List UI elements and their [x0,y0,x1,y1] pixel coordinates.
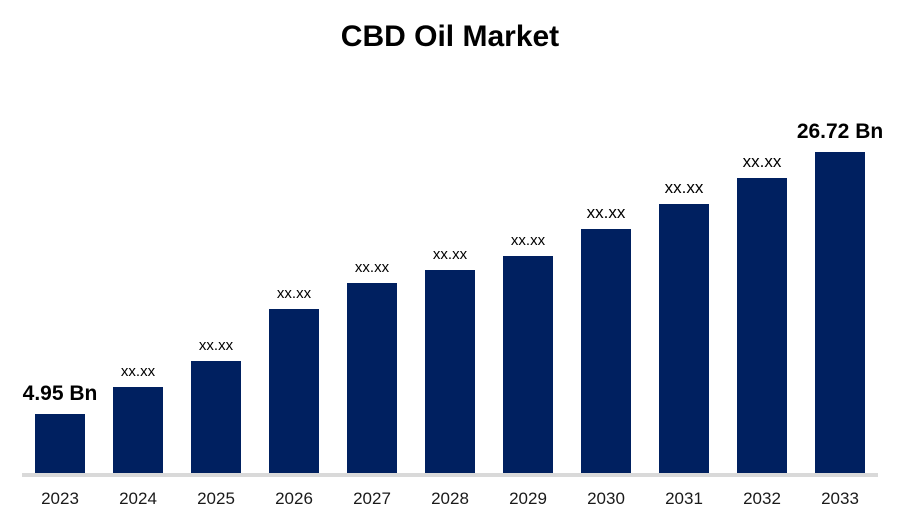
x-axis-tick-label: 2029 [509,489,547,508]
bar-value-label: xx.xx [664,178,704,197]
x-axis-tick-label: 2026 [275,489,313,508]
bar [269,309,319,473]
bar-value-label: xx.xx [354,259,390,276]
bar-value-label: 4.95 Bn [22,382,98,405]
bar-value-label: xx.xx [276,285,312,302]
bar-column: xx.xx [411,247,489,473]
x-axis-line [22,473,878,477]
x-axis-labels: 2023 2024 2025 2026 2027 2028 2029 2030 2031 2032… [21,489,879,509]
bar-value-label: xx.xx [432,246,468,263]
bar-column: xx.xx [489,233,567,473]
x-axis-tick-label: 2027 [353,489,391,508]
bar-column: xx.xx [255,286,333,473]
bar-column: 4.95 Bn [21,383,99,473]
chart-title: CBD Oil Market [340,20,560,53]
bar [581,229,631,473]
bar-column: xx.xx [177,338,255,473]
bar [191,361,241,473]
bar-value-label: xx.xx [586,203,626,222]
bar [113,387,163,473]
x-axis-tick-label: 2030 [587,489,625,508]
x-axis-tick-label: 2032 [743,489,781,508]
bar-value-label: 26.72 Bn [796,120,884,143]
x-axis-tick-label: 2028 [431,489,469,508]
bar-column: xx.xx [333,260,411,473]
bar [503,256,553,473]
bar-column: 26.72 Bn [797,121,883,473]
bar [737,178,787,473]
bar [815,152,865,473]
bar-value-label: xx.xx [742,152,782,171]
x-axis-tick-label: 2023 [41,489,79,508]
bar-column: xx.xx [645,179,723,473]
x-axis-tick-label: 2033 [821,489,859,508]
x-axis-tick-label: 2025 [197,489,235,508]
x-axis-tick-label: 2024 [119,489,157,508]
bars: 4.95 Bn xx.xx xx.xx xx.xx xx.xx xx.xx xx.xx xx.… [21,80,883,473]
bar-value-label: xx.xx [120,363,156,380]
x-axis-tick-label: 2031 [665,489,703,508]
bar-value-label: xx.xx [510,232,546,249]
bar-column: xx.xx [99,364,177,473]
bar-column: xx.xx [567,204,645,473]
bar [35,414,85,473]
bar-column: xx.xx [723,153,801,473]
bar [425,270,475,473]
bar [659,204,709,473]
bar [347,283,397,473]
bar-value-label: xx.xx [198,337,234,354]
